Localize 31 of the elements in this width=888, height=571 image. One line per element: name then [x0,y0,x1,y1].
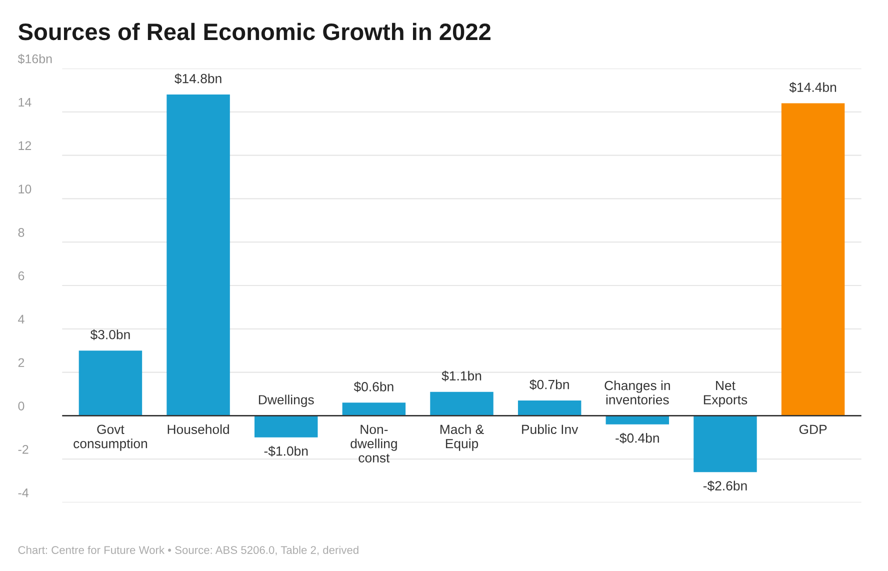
data-label: -$1.0bn [264,446,308,457]
y-tick-label: 0 [18,402,24,410]
y-tick-label: 2 [18,358,24,367]
data-label: $14.4bn [789,82,836,93]
y-tick-label: 8 [18,228,24,237]
x-tick-label: GDP [799,424,827,434]
y-tick-label: $16bn [18,54,52,64]
data-label: $14.8bn [174,73,222,84]
data-label: $3.0bn [90,329,130,340]
y-tick-label: 4 [18,314,24,324]
x-tick-label: Dwellings [258,394,314,408]
y-tick-label: 10 [18,184,32,194]
data-label: $0.7bn [530,379,569,390]
x-tick-label: Public Inv [522,424,578,434]
x-tick-label: Govt consumption [74,424,148,451]
y-tick-label: -4 [18,488,29,498]
chart-title: Sources of Real Economic Growth in 2022 [18,22,490,40]
data-label: -$2.6bn [703,480,747,492]
x-tick-label: Net Exports [704,380,748,408]
x-tick-label: Changes in inventories [604,380,670,404]
x-tick-label: Mach & Equip [440,424,484,451]
data-label: -$0.4bn [616,432,659,444]
x-tick-label: Non- dwelling const [350,424,397,462]
y-tick-label: -2 [18,444,28,454]
text: Chart: Centre for Future Work • Source: ABS 5206.0, Table 2, derived [18,546,358,556]
y-tick-label: 12 [18,141,32,150]
y-tick-label: 14 [18,98,32,107]
data-label: $0.6bn [354,381,394,392]
data-label: $1.1bn [442,370,482,382]
y-tick-label: 6 [18,271,24,280]
x-tick-label: Household [168,424,229,434]
